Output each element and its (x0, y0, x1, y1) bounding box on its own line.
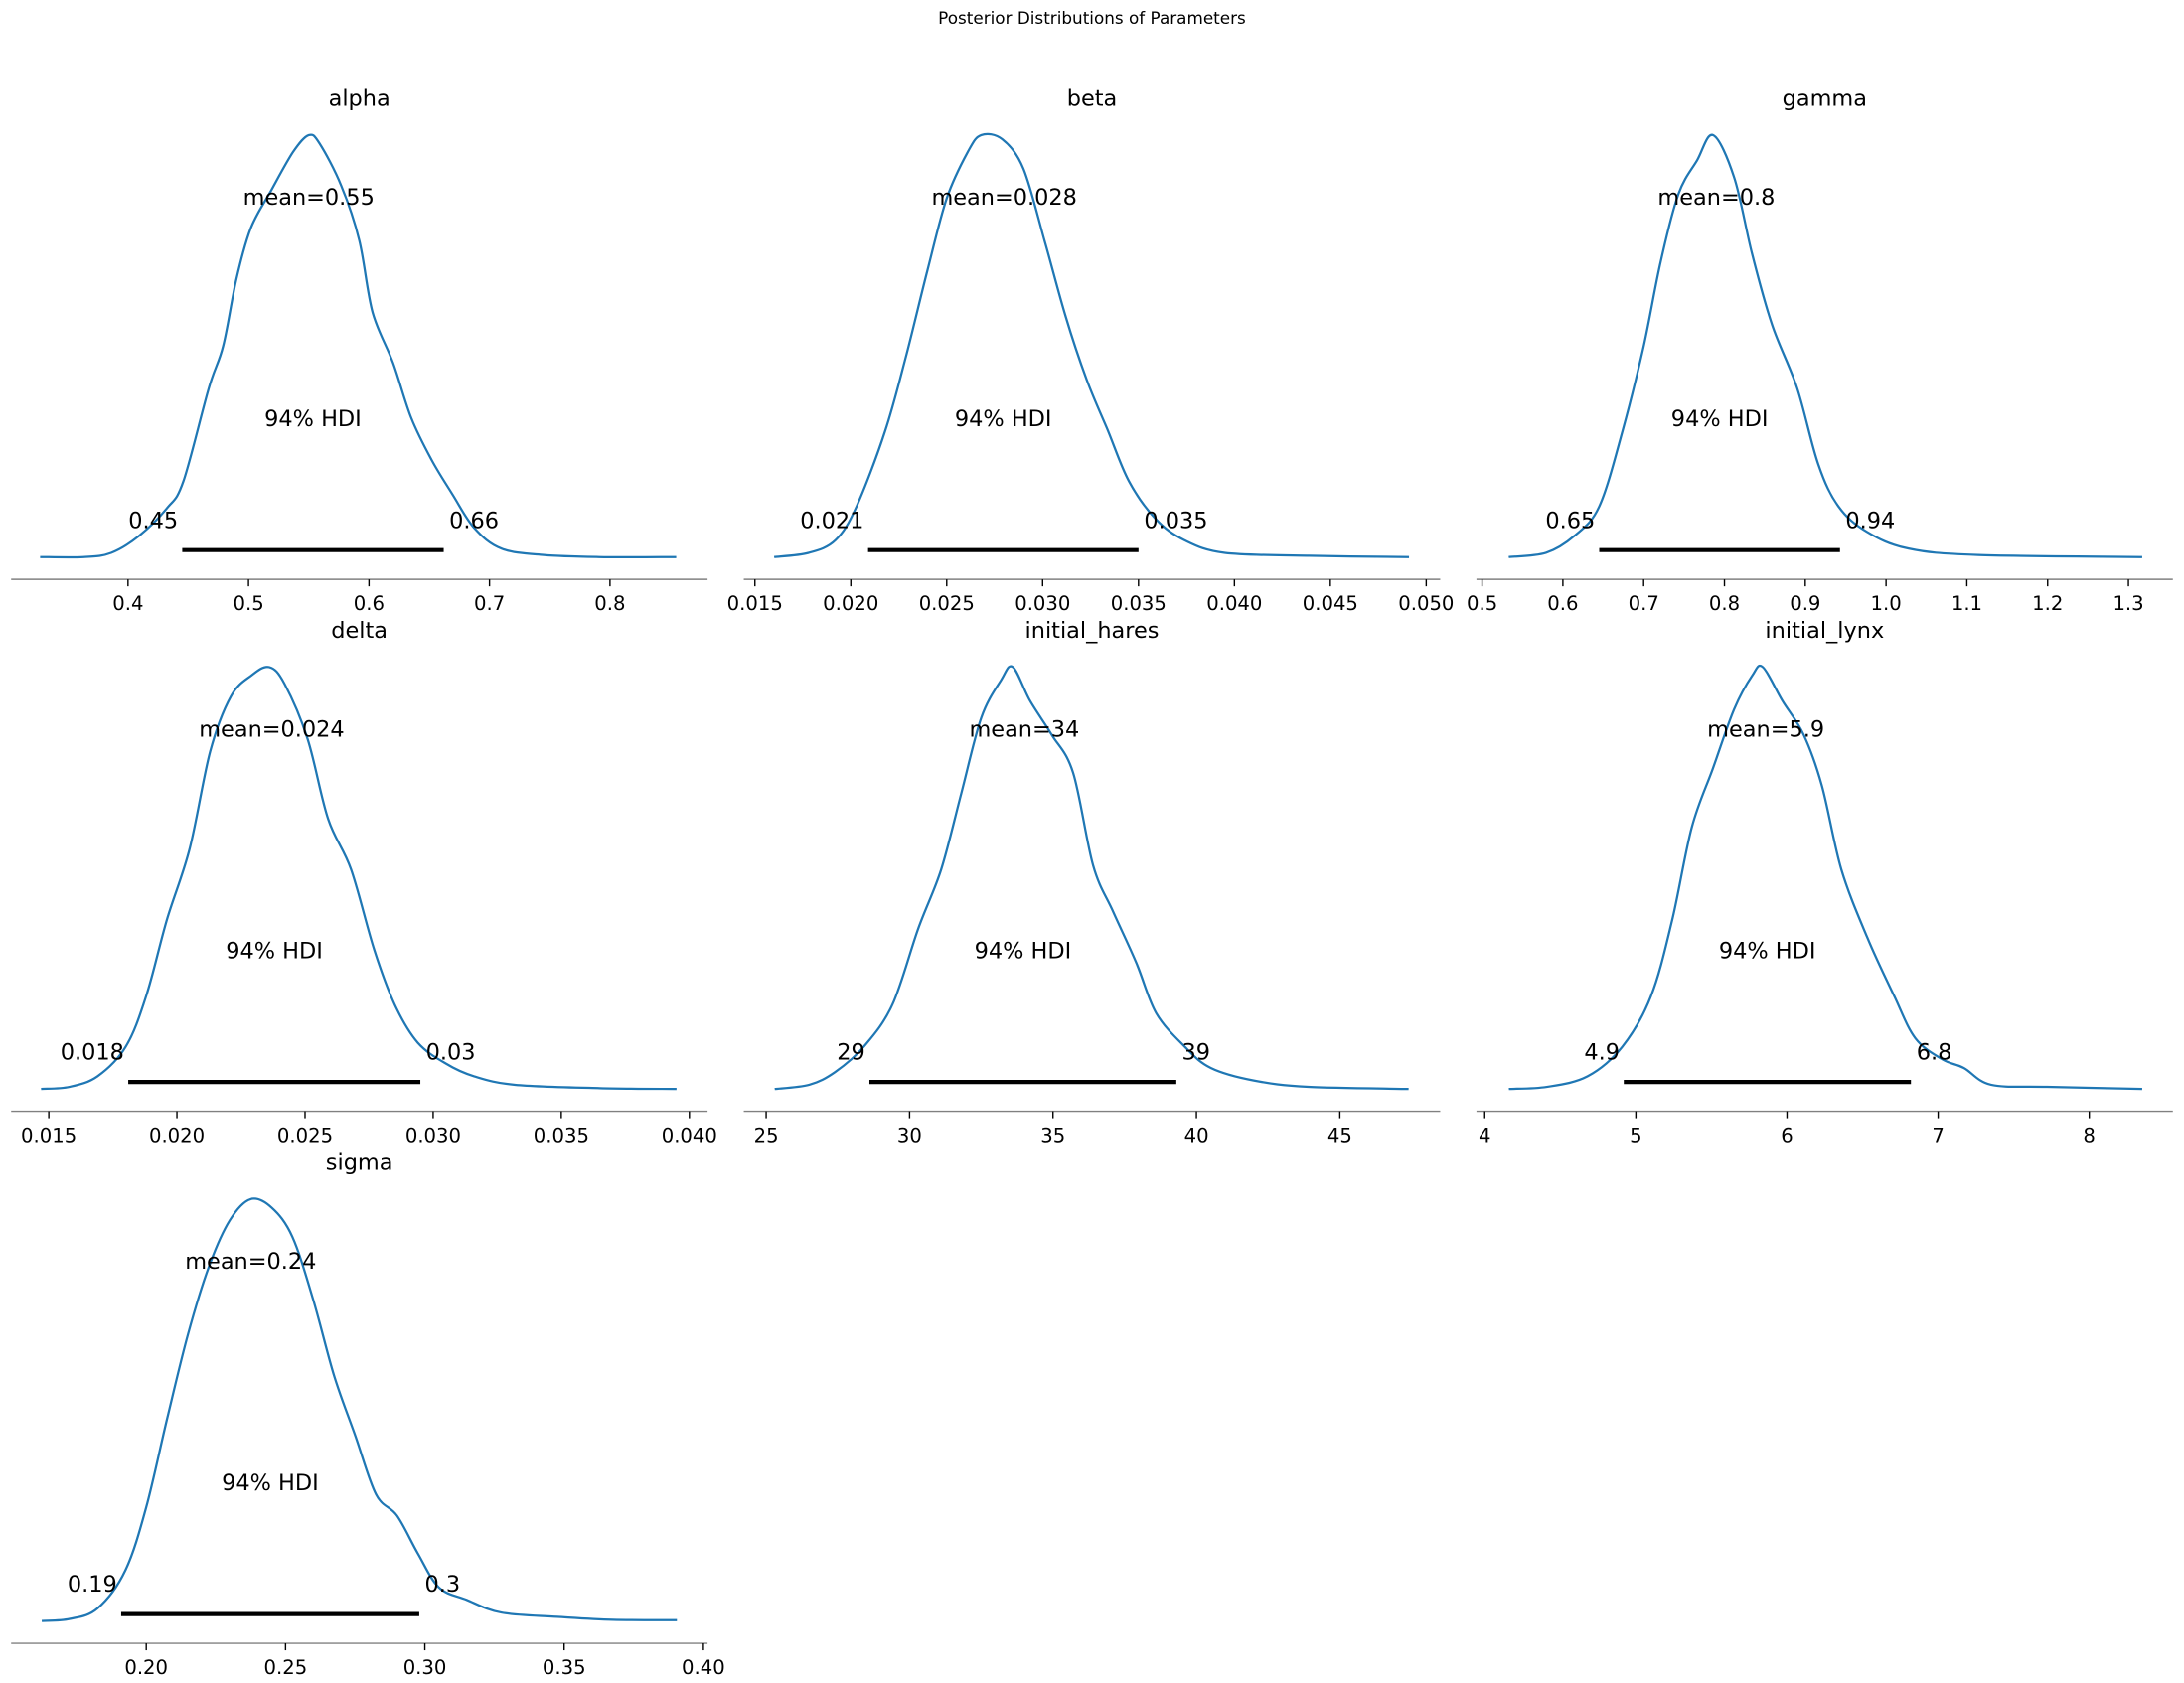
hdi-label: 94% HDI (1671, 406, 1769, 432)
panel-gamma: gamma 0.5 0.6 0.7 0.8 0.9 1.0 1.1 1.2 1.3 0.65 0.94… (1467, 86, 2173, 615)
hdi-label: 94% HDI (955, 406, 1052, 432)
density-curve (1508, 664, 2142, 1091)
x-tick-label: 1.3 (2112, 592, 2143, 615)
hdi-lower-label: 4.9 (1584, 1040, 1620, 1066)
x-tick-label: 1.1 (1951, 592, 1982, 615)
density-curve (1508, 133, 2142, 558)
hdi-upper-label: 0.3 (425, 1572, 461, 1598)
x-tick-label: 0.8 (1709, 592, 1740, 615)
x-tick-label: 0.045 (1303, 592, 1358, 615)
x-tick-label: 0.6 (1547, 592, 1578, 615)
hdi-lower-label: 0.45 (128, 508, 178, 534)
x-tick-label: 0.040 (1206, 592, 1262, 615)
density-curve (41, 666, 677, 1091)
x-tick-label: 0.015 (727, 592, 783, 615)
hdi-label: 94% HDI (975, 938, 1072, 964)
x-tick-label: 0.025 (919, 592, 975, 615)
x-tick-label: 0.4 (112, 592, 143, 615)
hdi-lower-label: 0.021 (800, 508, 863, 534)
x-tick-label: 0.40 (682, 1656, 725, 1679)
x-tick-label: 6 (1781, 1124, 1793, 1147)
panel-title: beta (1067, 86, 1118, 112)
x-tick-label: 5 (1630, 1124, 1641, 1147)
mean-label: mean=0.24 (185, 1249, 316, 1275)
x-tick-label: 0.7 (474, 592, 505, 615)
hdi-label: 94% HDI (1719, 938, 1816, 964)
hdi-upper-label: 6.8 (1917, 1040, 1952, 1066)
panel-sigma: sigma 0.20 0.25 0.30 0.35 0.40 0.19 0.3 94% HDI m… (11, 1149, 725, 1679)
hdi-lower-label: 29 (837, 1040, 865, 1066)
hdi-lower-label: 0.65 (1545, 508, 1595, 534)
panel-beta: beta 0.015 0.020 0.025 0.030 0.035 0.040 0.045 0… (727, 86, 1455, 615)
x-tick-label: 25 (754, 1124, 779, 1147)
panel-title: initial_lynx (1765, 618, 1884, 644)
mean-label: mean=34 (969, 717, 1079, 743)
x-tick-label: 0.5 (1467, 592, 1497, 615)
x-tick-label: 0.025 (277, 1124, 333, 1147)
x-tick-label: 0.035 (534, 1124, 589, 1147)
hdi-upper-label: 0.03 (426, 1040, 476, 1066)
x-tick-label: 0.030 (1014, 592, 1070, 615)
panel-title: sigma (326, 1149, 393, 1175)
density-curve (774, 665, 1409, 1091)
x-tick-label: 30 (897, 1124, 922, 1147)
panel-title: delta (331, 618, 388, 644)
hdi-label: 94% HDI (222, 1470, 319, 1496)
x-tick-label: 0.20 (124, 1656, 168, 1679)
mean-label: mean=0.55 (243, 185, 375, 211)
mean-label: mean=0.028 (931, 185, 1076, 211)
figure-title: Posterior Distributions of Parameters (938, 8, 1246, 28)
x-tick-label: 0.9 (1790, 592, 1820, 615)
x-tick-label: 0.5 (234, 592, 264, 615)
hdi-upper-label: 39 (1181, 1040, 1210, 1066)
x-tick-label: 0.030 (405, 1124, 461, 1147)
x-tick-label: 0.8 (594, 592, 625, 615)
x-tick-label: 8 (2083, 1124, 2095, 1147)
hdi-lower-label: 0.19 (68, 1572, 117, 1598)
density-curve (41, 1197, 678, 1622)
x-tick-label: 7 (1932, 1124, 1944, 1147)
panel-title: initial_hares (1025, 618, 1160, 644)
x-tick-label: 1.0 (1871, 592, 1902, 615)
panel-initial_hares: initial_hares 25 30 35 40 45 29 39 94% HDI mean=3… (743, 618, 1441, 1147)
hdi-upper-label: 0.94 (1845, 508, 1895, 534)
mean-label: mean=0.024 (199, 717, 344, 743)
x-tick-label: 0.040 (662, 1124, 717, 1147)
density-curve (40, 133, 677, 559)
panel-delta: delta 0.015 0.020 0.025 0.030 0.035 0.040 0.018… (11, 618, 717, 1147)
panel-initial_lynx: initial_lynx 4 5 6 7 8 4.9 6.8 94% HDI mean=5.9 (1476, 618, 2173, 1147)
x-tick-label: 0.020 (149, 1124, 205, 1147)
x-tick-label: 0.020 (823, 592, 878, 615)
hdi-upper-label: 0.035 (1144, 508, 1207, 534)
panel-title: gamma (1783, 86, 1867, 112)
x-tick-label: 0.035 (1111, 592, 1167, 615)
panel-alpha: alpha 0.4 0.5 0.6 0.7 0.8 0.45 0.66 94% HDI mean=… (11, 86, 708, 615)
x-tick-label: 1.2 (2032, 592, 2063, 615)
mean-label: mean=5.9 (1707, 717, 1824, 743)
x-tick-label: 0.050 (1398, 592, 1454, 615)
hdi-label: 94% HDI (264, 406, 362, 432)
hdi-label: 94% HDI (226, 938, 323, 964)
x-tick-label: 0.25 (264, 1656, 308, 1679)
x-tick-label: 0.6 (354, 592, 385, 615)
mean-label: mean=0.8 (1657, 185, 1775, 211)
x-tick-label: 4 (1479, 1124, 1490, 1147)
panel-title: alpha (329, 86, 390, 112)
density-curve (773, 132, 1410, 558)
hdi-upper-label: 0.66 (449, 508, 499, 534)
x-tick-label: 0.7 (1629, 592, 1659, 615)
x-tick-label: 0.015 (21, 1124, 77, 1147)
x-tick-label: 40 (1184, 1124, 1209, 1147)
hdi-lower-label: 0.018 (61, 1040, 124, 1066)
x-tick-label: 35 (1040, 1124, 1065, 1147)
x-tick-label: 0.30 (403, 1656, 447, 1679)
x-tick-label: 45 (1327, 1124, 1352, 1147)
x-tick-label: 0.35 (543, 1656, 586, 1679)
